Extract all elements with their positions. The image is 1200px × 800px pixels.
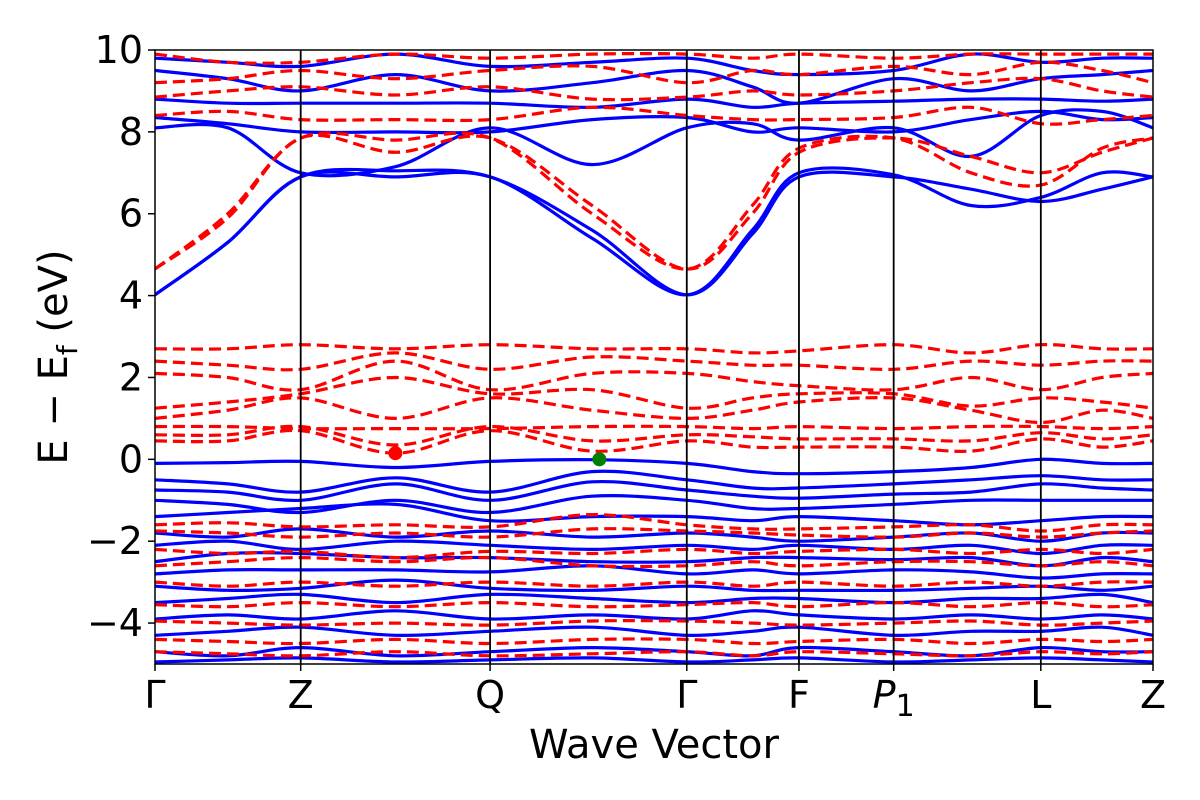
y-tick-label-3: 4	[119, 274, 143, 318]
x-tick-label-4: F	[788, 673, 810, 717]
y-axis-label-main: E − E	[31, 355, 77, 465]
y-axis-label-sub: f	[51, 344, 84, 355]
solid-band-15	[155, 564, 1153, 580]
y-tick-label-6: −2	[87, 519, 143, 563]
solid-band-1	[155, 166, 1153, 297]
solid-band-8	[155, 469, 1153, 494]
dashed-band-15	[155, 527, 1153, 539]
dashed-band-1	[155, 131, 1153, 271]
y-tick-label-4: 2	[119, 355, 143, 399]
dashed-band-10	[155, 375, 1153, 410]
solid-band-16	[155, 578, 1153, 593]
dashed-band-19	[155, 600, 1153, 609]
y-axis-label: E − Ef (eV)	[31, 249, 84, 464]
kpath-lines-layer	[299, 50, 1042, 664]
solid-band-17	[155, 592, 1153, 605]
solid-band-3	[155, 109, 1153, 135]
dashed-band-18	[155, 580, 1153, 588]
plot-frame	[154, 49, 1154, 665]
x-tick-label-1: Z	[288, 673, 314, 717]
x-axis-label: Wave Vector	[529, 722, 780, 768]
solid-band-5	[155, 68, 1153, 105]
band-edge-marker-0	[388, 446, 403, 461]
solid-band-12	[155, 527, 1153, 543]
y-tick-label-5: 0	[119, 437, 143, 481]
y-tick-label-7: −4	[87, 601, 143, 645]
dashed-band-22	[155, 650, 1153, 658]
x-tick-label-6: L	[1030, 673, 1051, 717]
y-axis-label-unit: (eV)	[31, 249, 77, 345]
solid-band-9	[155, 479, 1153, 503]
y-tick-label-0: 10	[95, 28, 143, 72]
dashed-band-2	[155, 105, 1153, 126]
solid-band-6	[155, 52, 1153, 77]
x-tick-label-7: Z	[1140, 673, 1166, 717]
y-tick-label-1: 8	[119, 110, 143, 154]
dashed-band-0	[155, 133, 1153, 271]
band-edge-marker-1	[592, 452, 607, 467]
dashed-band-5	[155, 51, 1153, 65]
solid-band-21	[155, 656, 1153, 664]
solid-band-19	[155, 625, 1153, 637]
y-axis-ticks: 10 8 6 4 2 0 −2 −4	[87, 28, 155, 645]
solid-band-2	[155, 108, 1153, 178]
solid-band-14	[155, 551, 1153, 568]
dashed-band-14	[155, 512, 1153, 533]
dashed-band-9	[155, 396, 1153, 425]
solid-band-11	[155, 502, 1153, 527]
x-tick-label-3: Γ	[676, 673, 697, 717]
dashed-band-7	[155, 424, 1153, 447]
dashed-band-4	[155, 60, 1153, 85]
dashed-band-13	[155, 343, 1153, 355]
dashed-band-21	[155, 637, 1153, 646]
solid-band-7	[155, 457, 1153, 476]
x-axis-ticks: Γ Z Q Γ F P1 L Z	[144, 664, 1166, 724]
solid-band-18	[155, 609, 1153, 621]
x-tick-label-0: Γ	[144, 673, 165, 717]
dashed-band-8	[155, 424, 1153, 431]
solid-band-4	[155, 97, 1153, 109]
dashed-band-3	[155, 76, 1153, 102]
dashed-band-20	[155, 619, 1153, 627]
dashed-band-6	[155, 428, 1153, 455]
markers-layer	[388, 446, 607, 467]
dashed-band-12	[155, 351, 1153, 372]
dashed-band-17	[155, 555, 1153, 569]
x-tick-label-5: P1	[873, 673, 915, 724]
dashed-band-11	[155, 359, 1153, 392]
solid-band-10	[155, 494, 1153, 515]
x-tick-label-2: Q	[475, 673, 505, 717]
y-tick-label-2: 6	[119, 192, 143, 236]
dashed-band-16	[155, 547, 1153, 560]
bands-layer	[155, 51, 1153, 664]
solid-band-0	[155, 167, 1153, 297]
solid-band-13	[155, 539, 1153, 556]
